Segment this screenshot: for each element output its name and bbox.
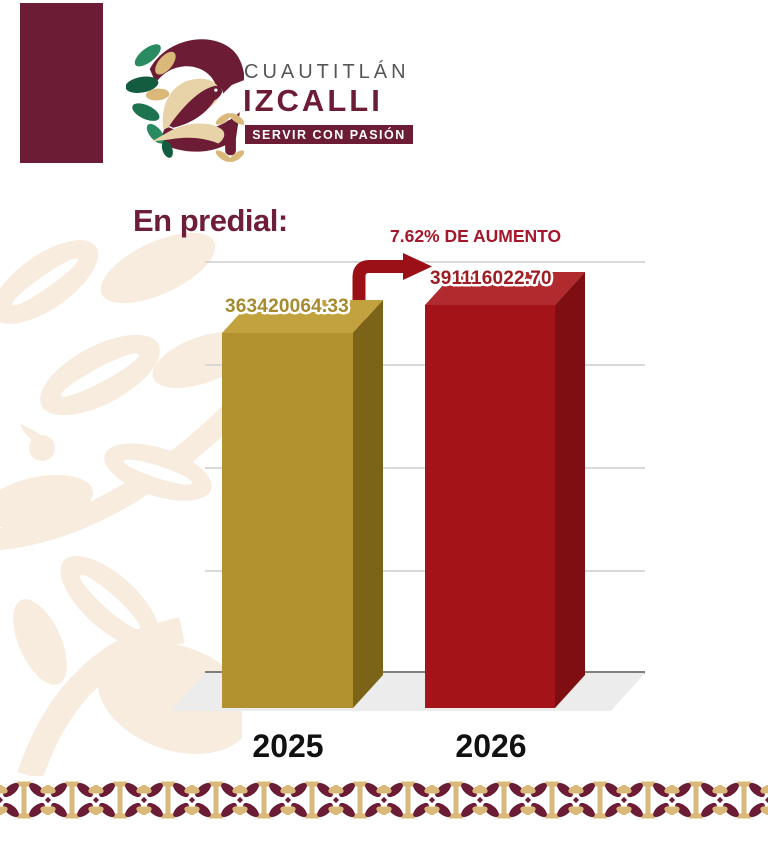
floral-border-tile-icon bbox=[48, 781, 96, 819]
floral-border-tile-icon bbox=[672, 781, 720, 819]
floral-border-tile-icon bbox=[144, 781, 192, 819]
increase-arrow-icon bbox=[352, 253, 432, 335]
logo-city-name: CUAUTITLÁN bbox=[244, 61, 410, 83]
floral-border-tile-icon bbox=[288, 781, 336, 819]
floral-border-tile-icon bbox=[720, 781, 768, 819]
value-label-2026: 391116022.70 bbox=[430, 268, 552, 289]
city-logo-dove-icon bbox=[126, 39, 244, 162]
logo-tagline: SERVIR CON PASIÓN bbox=[252, 127, 406, 142]
logo-city-name-bold: IZCALLI bbox=[243, 83, 383, 118]
category-label-2026: 2026 bbox=[455, 728, 527, 764]
leaf-branch-watermark-icon bbox=[0, 232, 242, 776]
floral-border-tile-icon bbox=[480, 781, 528, 819]
bar-2025 bbox=[222, 300, 383, 708]
floral-border-tile-icon bbox=[336, 781, 384, 819]
floral-border-tile-icon bbox=[528, 781, 576, 819]
floral-border-tile-icon bbox=[432, 781, 480, 819]
page-title: En predial: bbox=[133, 203, 288, 238]
floral-border-tile-icon bbox=[624, 781, 672, 819]
floral-border-tile-icon bbox=[0, 781, 48, 819]
value-label-2025: 363420064.33 bbox=[225, 296, 349, 317]
floral-border-tile-icon bbox=[96, 781, 144, 819]
floral-border-tile-icon bbox=[192, 781, 240, 819]
logo-tagline-band: SERVIR CON PASIÓN bbox=[245, 125, 413, 144]
bar-2026 bbox=[425, 272, 585, 708]
increase-annotation: 7.62% DE AUMENTO bbox=[390, 226, 562, 246]
brand-color-block bbox=[20, 3, 103, 163]
floral-border-tile-icon bbox=[384, 781, 432, 819]
floral-border-tile-icon bbox=[576, 781, 624, 819]
decorative-border bbox=[0, 777, 768, 823]
category-label-2025: 2025 bbox=[252, 728, 324, 764]
gridline bbox=[205, 261, 645, 263]
floral-border-tile-icon bbox=[240, 781, 288, 819]
